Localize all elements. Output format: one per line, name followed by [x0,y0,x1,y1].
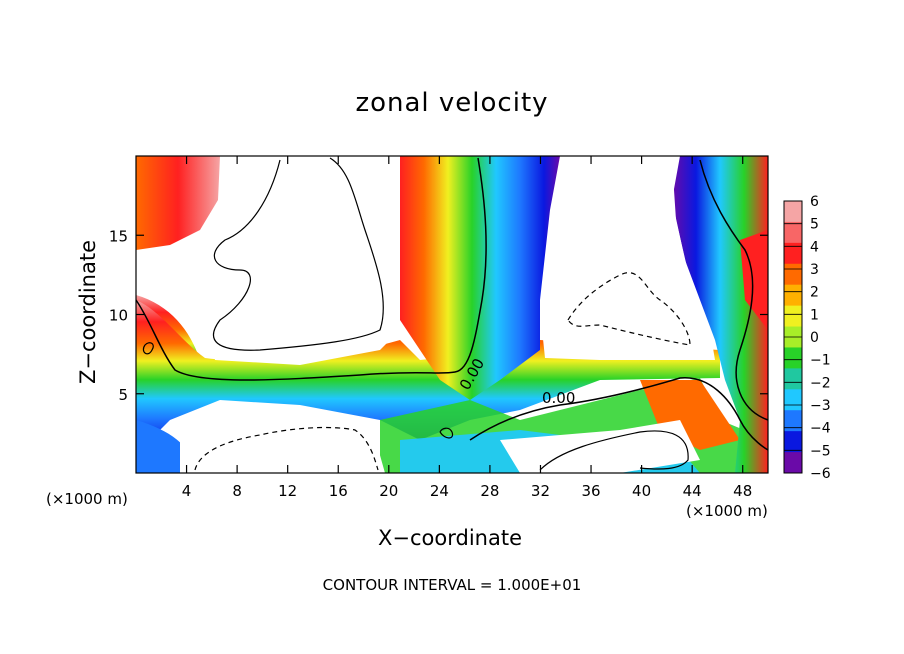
colorbar-swatch [784,284,802,307]
colorbar-swatch [784,410,802,432]
x-tick-label: 32 [531,482,550,500]
x-tick-label: 16 [329,482,348,500]
colorbar-tick-label: 0 [810,330,819,346]
y-axis-label: Z−coordinate [76,240,100,384]
y-tick-label: 5 [118,386,128,404]
colorbar-swatch [784,201,802,223]
x-axis-label: X−coordinate [378,526,522,550]
colorbar-swatch [784,389,802,411]
colorbar-swatch [784,242,802,265]
heatmap-field [136,156,768,473]
colorbar: 6 5 4 3 2 1 0 −1 −2 −3 −4 −5 −6 [783,194,831,482]
y-axis-ticks: 5 10 15 [109,227,768,404]
colorbar-tick-label: 3 [810,262,819,278]
x-tick-label: 40 [632,482,651,500]
x-tick-label: 20 [379,482,398,500]
colorbar-tick-label: 5 [810,217,819,233]
y-tick-label: 10 [109,307,128,325]
x-unit-left: (×1000 m) [46,490,128,508]
contour-label: 0.00 [542,389,575,407]
x-tick-label: 44 [683,482,702,500]
colorbar-tick-label: −4 [810,421,831,437]
colorbar-swatch [784,347,802,369]
contour-lines [135,157,769,471]
colorbar-tick-label: 6 [810,194,819,210]
colorbar-tick-label: −1 [810,353,831,369]
x-tick-label: 36 [581,482,600,500]
contour-interval-note: CONTOUR INTERVAL = 1.000E+01 [322,576,582,594]
colorbar-tick-label: −5 [810,443,831,459]
colorbar-swatch [784,452,802,474]
colorbar-tick-label: −6 [810,466,831,482]
colorbar-tick-label: −3 [810,398,831,414]
x-unit-right: (×1000 m) [686,502,768,520]
x-tick-label: 4 [182,482,192,500]
x-tick-label: 28 [480,482,499,500]
x-tick-label: 8 [232,482,242,500]
colorbar-swatch [784,263,802,286]
colorbar-tick-label: −2 [810,375,831,391]
x-axis-ticks: 4 8 12 16 20 24 28 32 36 40 44 48 [182,156,752,500]
colorbar-tick-label: 1 [810,307,819,323]
x-tick-label: 12 [278,482,297,500]
colorbar-swatch [784,368,802,390]
colorbar-swatch [784,305,802,328]
colorbar-swatch [784,431,802,453]
colorbar-tick-label: 2 [810,285,819,301]
colorbar-tick-label: 4 [810,239,819,255]
x-tick-label: 48 [733,482,752,500]
chart-title: zonal velocity [355,88,549,118]
y-tick-label: 15 [109,227,128,245]
colorbar-swatch [784,221,802,244]
x-tick-label: 24 [430,482,449,500]
